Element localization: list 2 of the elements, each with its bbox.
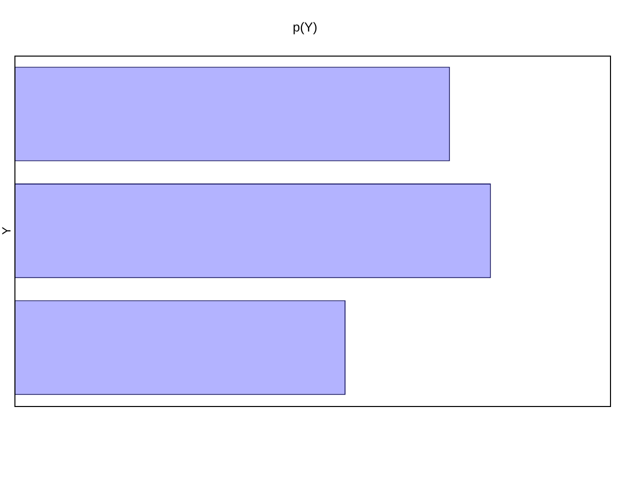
chart-title: p(Y) [292,19,318,34]
y-axis-title: Y [0,226,14,235]
